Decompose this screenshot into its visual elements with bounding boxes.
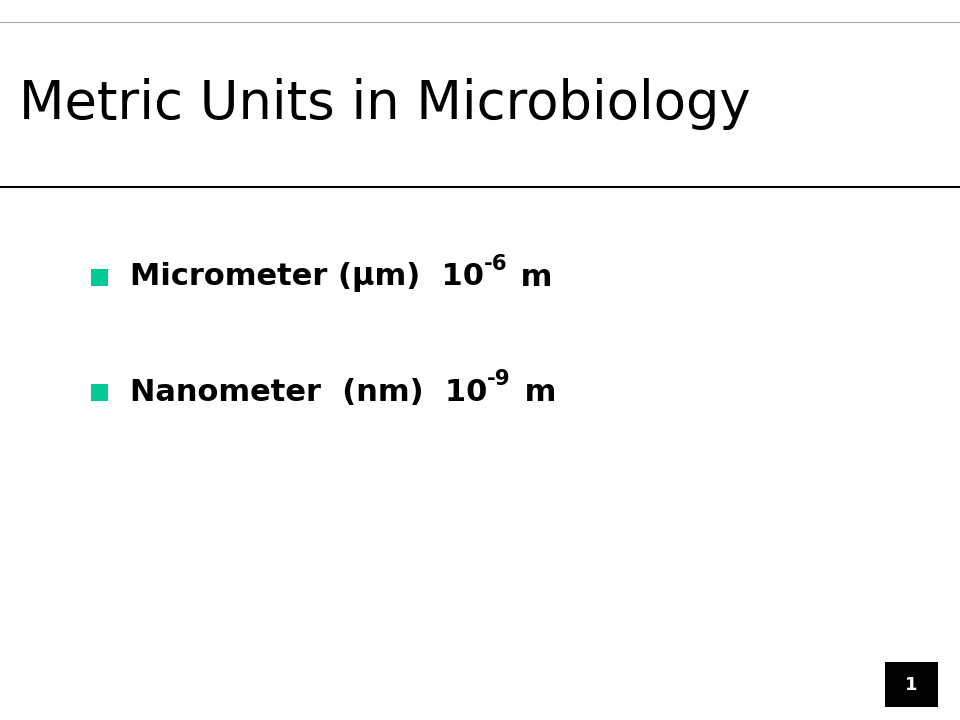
FancyBboxPatch shape [91,269,108,286]
Text: 1: 1 [905,675,918,694]
Text: m: m [514,378,556,407]
Text: Micrometer (μm)  10: Micrometer (μm) 10 [130,262,484,292]
Text: m: m [511,263,553,292]
Text: Nanometer  (nm)  10: Nanometer (nm) 10 [130,378,487,407]
Text: Metric Units in Microbiology: Metric Units in Microbiology [19,78,751,130]
FancyBboxPatch shape [885,662,938,707]
Text: -6: -6 [484,254,507,274]
FancyBboxPatch shape [91,384,108,401]
Text: -9: -9 [487,369,511,390]
